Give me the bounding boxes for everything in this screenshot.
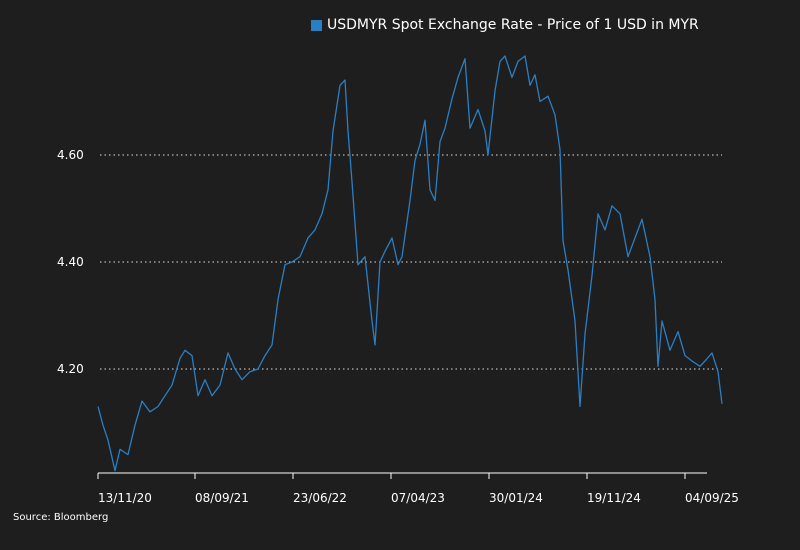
x-tick-label: 07/04/23 (391, 491, 445, 505)
source-note: Source: Bloomberg (13, 512, 109, 523)
y-tick-label: 4.60 (57, 148, 84, 162)
legend-swatch (311, 19, 322, 31)
x-tick-label: 08/09/21 (195, 491, 249, 505)
x-tick-label: 30/01/24 (489, 491, 543, 505)
x-tick-label: 13/11/20 (98, 491, 152, 505)
y-tick-label: 4.20 (57, 362, 84, 376)
x-tick-label: 19/11/24 (587, 491, 641, 505)
y-tick-label: 4.40 (57, 255, 84, 269)
legend-label: USDMYR Spot Exchange Rate - Price of 1 U… (327, 17, 699, 33)
chart-legend: USDMYR Spot Exchange Rate - Price of 1 U… (311, 17, 699, 33)
series-line (97, 55, 723, 472)
x-tick-label: 04/09/25 (685, 491, 739, 505)
x-tick-label: 23/06/22 (293, 491, 347, 505)
